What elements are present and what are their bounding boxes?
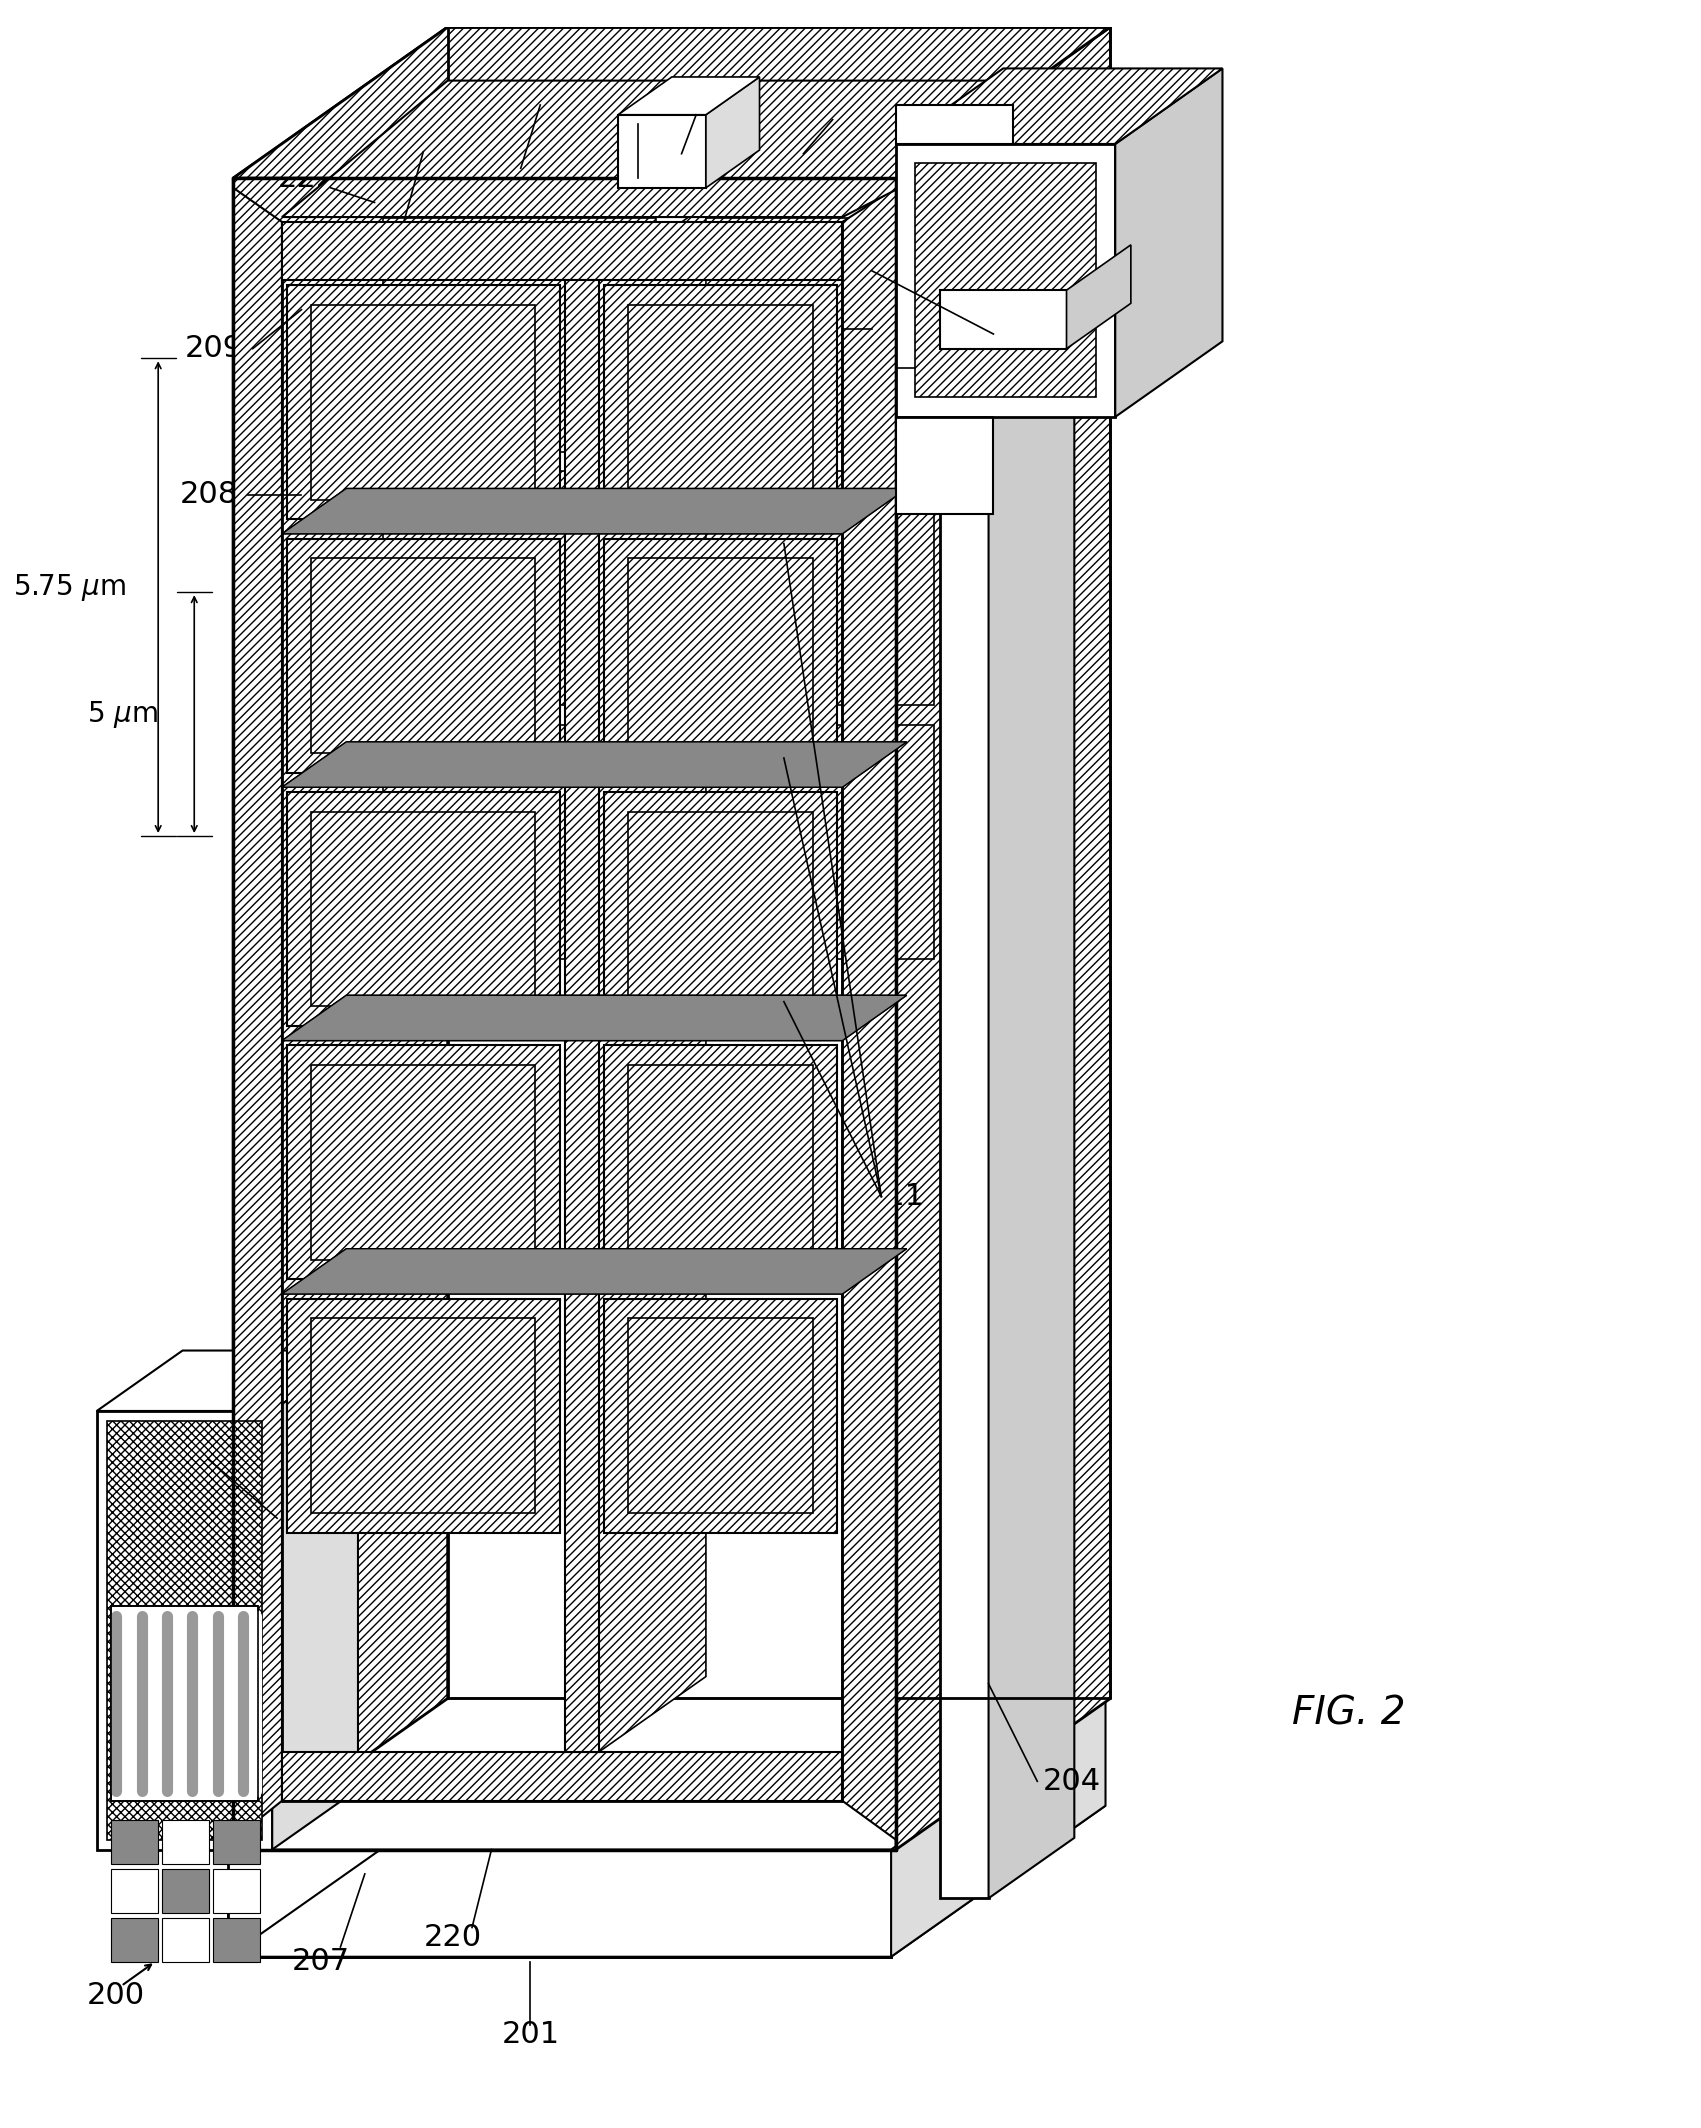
Polygon shape [162, 1917, 209, 1962]
Polygon shape [282, 743, 907, 787]
Text: 200: 200 [87, 1981, 145, 2011]
Polygon shape [383, 472, 657, 704]
Polygon shape [383, 217, 657, 451]
Text: 5 $\mu$m: 5 $\mu$m [87, 698, 158, 730]
Polygon shape [311, 1319, 536, 1513]
Polygon shape [701, 217, 934, 451]
Polygon shape [111, 1868, 158, 1913]
Polygon shape [287, 792, 560, 1026]
Polygon shape [1067, 245, 1131, 349]
Text: 204: 204 [1043, 1766, 1101, 1796]
Polygon shape [97, 1351, 357, 1411]
Polygon shape [617, 115, 706, 187]
Polygon shape [282, 489, 907, 534]
Text: 202: 202 [619, 96, 677, 123]
Polygon shape [233, 28, 1111, 179]
Polygon shape [111, 1819, 158, 1864]
Polygon shape [988, 192, 1075, 1898]
Polygon shape [941, 251, 988, 1898]
Polygon shape [287, 285, 560, 519]
Polygon shape [162, 1819, 209, 1864]
Polygon shape [628, 1319, 813, 1513]
Polygon shape [896, 145, 1116, 417]
Polygon shape [604, 1045, 837, 1279]
Polygon shape [282, 81, 1111, 217]
Text: 208: 208 [180, 481, 238, 509]
Text: 201: 201 [502, 2019, 560, 2049]
Text: 222: 222 [277, 164, 335, 192]
Polygon shape [282, 1249, 907, 1294]
Polygon shape [604, 792, 837, 1026]
Polygon shape [842, 187, 896, 1841]
Text: 205: 205 [818, 92, 876, 119]
Polygon shape [604, 538, 837, 772]
Polygon shape [617, 77, 760, 115]
Polygon shape [282, 996, 907, 1041]
Polygon shape [1116, 68, 1223, 417]
Polygon shape [565, 281, 599, 1751]
Polygon shape [941, 192, 1075, 251]
Polygon shape [287, 1298, 560, 1532]
Polygon shape [282, 1751, 842, 1800]
Polygon shape [111, 1917, 158, 1962]
Text: 302: 302 [677, 85, 735, 115]
Text: 207: 207 [521, 77, 578, 104]
Polygon shape [282, 996, 907, 1041]
Polygon shape [282, 1249, 907, 1294]
Polygon shape [896, 68, 1223, 145]
Polygon shape [628, 1064, 813, 1260]
Polygon shape [701, 726, 934, 960]
Polygon shape [604, 1298, 837, 1532]
Polygon shape [233, 28, 447, 1849]
Text: 203: 203 [862, 315, 920, 343]
Text: 209: 209 [185, 334, 243, 364]
Polygon shape [107, 1422, 262, 1841]
Polygon shape [701, 472, 934, 704]
Polygon shape [628, 304, 813, 500]
Text: 220: 220 [403, 126, 463, 153]
Text: 221: 221 [862, 255, 920, 285]
Polygon shape [628, 811, 813, 1007]
Polygon shape [213, 1868, 260, 1913]
Polygon shape [896, 104, 1012, 145]
Polygon shape [383, 726, 657, 960]
Polygon shape [213, 1819, 260, 1864]
Polygon shape [628, 558, 813, 753]
Text: 5.75 $\mu$m: 5.75 $\mu$m [14, 572, 126, 602]
Text: 220: 220 [424, 1924, 481, 1951]
Polygon shape [228, 1698, 1106, 1849]
Polygon shape [228, 1849, 891, 1958]
Text: 211: 211 [868, 1181, 925, 1211]
Polygon shape [311, 558, 536, 753]
Polygon shape [941, 289, 1067, 349]
Polygon shape [228, 1807, 1106, 1958]
Text: 207: 207 [293, 1947, 350, 1977]
Polygon shape [272, 1351, 357, 1849]
Polygon shape [410, 132, 971, 189]
Polygon shape [896, 319, 993, 515]
Polygon shape [228, 1898, 891, 1958]
Polygon shape [287, 538, 560, 772]
Polygon shape [282, 743, 907, 787]
Polygon shape [97, 1411, 272, 1849]
Text: 203: 203 [146, 1445, 204, 1475]
Polygon shape [311, 811, 536, 1007]
Polygon shape [311, 1064, 536, 1260]
Polygon shape [311, 304, 536, 500]
Polygon shape [287, 1045, 560, 1279]
Polygon shape [162, 1868, 209, 1913]
Polygon shape [706, 77, 760, 187]
Polygon shape [213, 1917, 260, 1962]
Polygon shape [233, 187, 282, 1841]
Polygon shape [282, 489, 907, 534]
Polygon shape [891, 1698, 1106, 1958]
Polygon shape [599, 204, 706, 1751]
Text: FIG. 2: FIG. 2 [1293, 1694, 1407, 1732]
Polygon shape [915, 164, 1095, 398]
Polygon shape [282, 221, 842, 281]
Polygon shape [896, 28, 1111, 1849]
Polygon shape [604, 285, 837, 519]
Polygon shape [111, 1607, 257, 1800]
